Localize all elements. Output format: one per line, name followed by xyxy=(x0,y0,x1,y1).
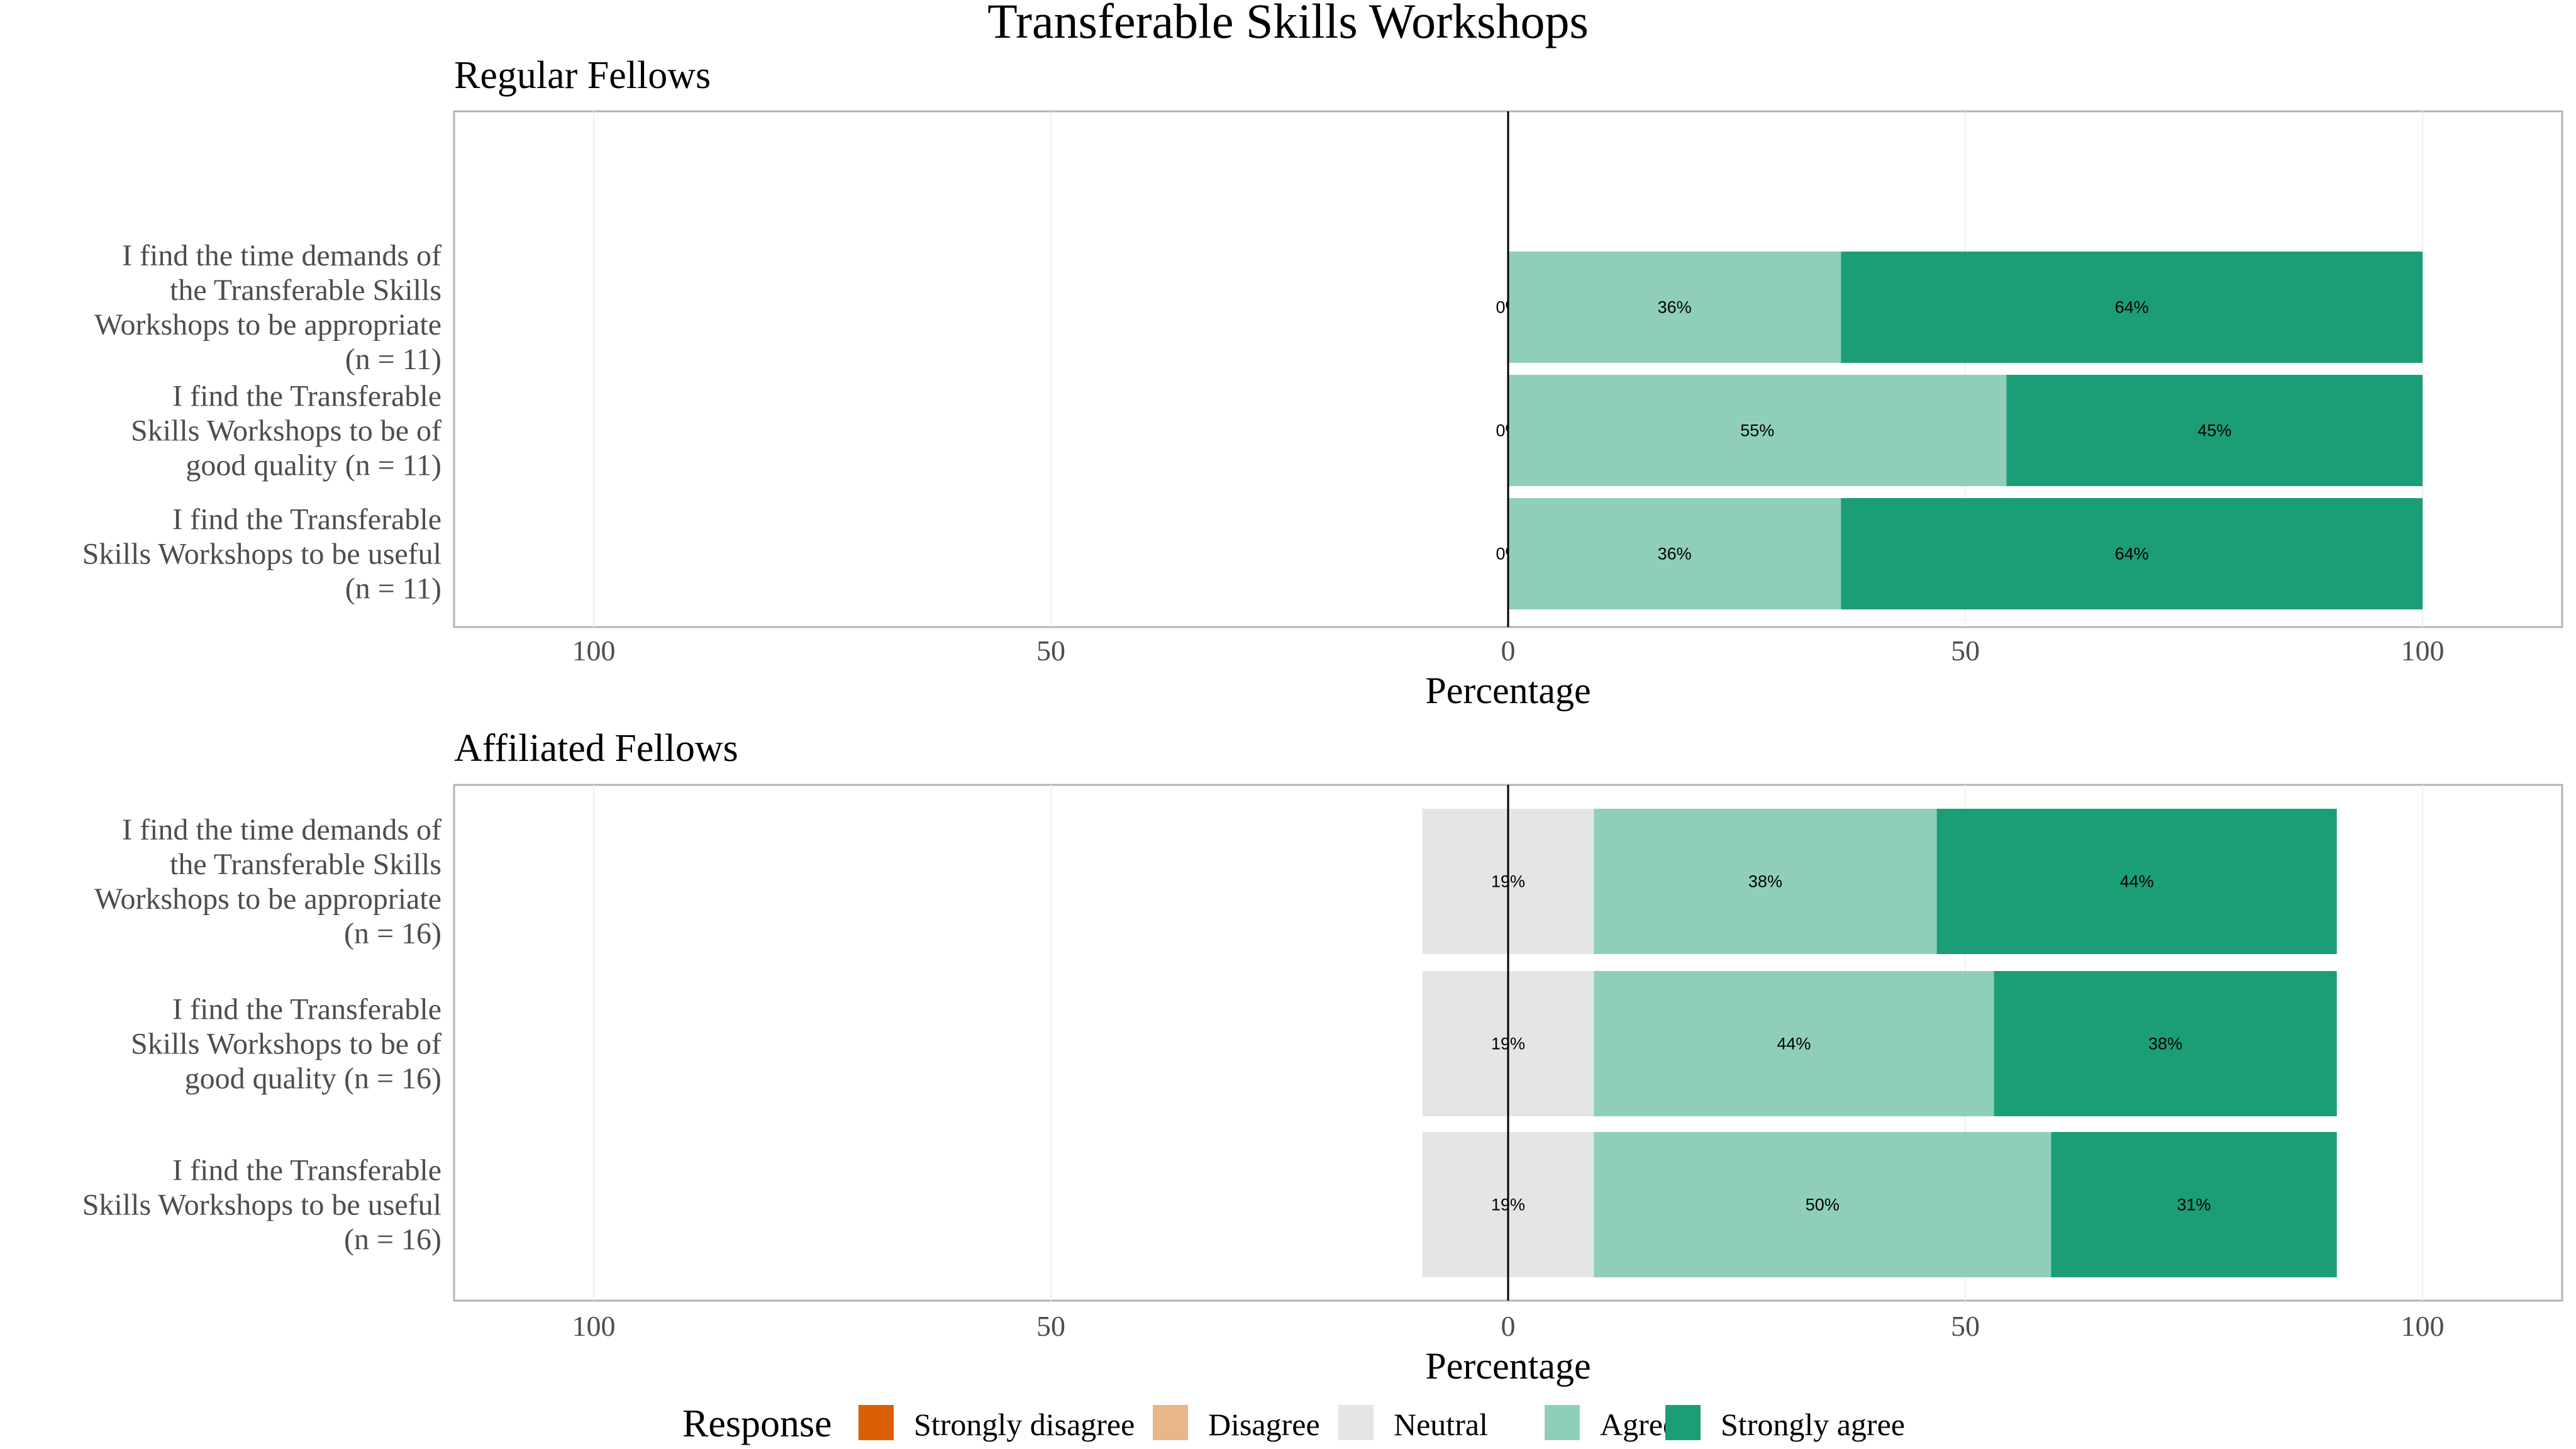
category-label-line: I find the Transferable xyxy=(172,993,441,1026)
legend-key xyxy=(1545,1405,1580,1440)
category-label-line: Skills Workshops to be of xyxy=(131,1028,441,1061)
bar-strongly-agree xyxy=(1841,498,2423,609)
bar-strongly-agree xyxy=(1841,252,2423,363)
data-label: 38% xyxy=(2148,1035,2182,1053)
bar-agree xyxy=(1594,809,1937,954)
legend-key xyxy=(1338,1405,1374,1440)
category-label: I find the time demands of the Transferab… xyxy=(94,813,441,950)
tick-label: 50 xyxy=(1036,1310,1065,1342)
tick-label: 50 xyxy=(1951,1310,1980,1342)
chart-panels: Regular Fellows0%36%64%I find the time d… xyxy=(82,54,2563,1387)
legend-item: Strongly agree xyxy=(1665,1405,1905,1442)
tick-label: 100 xyxy=(572,635,616,667)
category-label-line: good quality (n = 16) xyxy=(185,1062,441,1096)
data-label: 38% xyxy=(1748,872,1782,891)
legend-label: Disagree xyxy=(1208,1407,1320,1442)
bar-agree xyxy=(1508,252,1841,363)
category-label-line: (n = 11) xyxy=(345,572,441,606)
x-axis-label: Percentage xyxy=(1425,1345,1591,1387)
legend-key xyxy=(858,1405,894,1440)
category-label: I find the time demands of the Transferab… xyxy=(94,239,441,376)
panel-title: Affiliated Fellows xyxy=(454,727,738,770)
category-label-line: (n = 16) xyxy=(344,917,441,950)
data-label: 31% xyxy=(2177,1196,2211,1214)
bar-agree xyxy=(1508,498,1841,609)
legend: Response Strongly disagree Disagree Neutral… xyxy=(682,1402,1905,1445)
legend-item: Agree xyxy=(1545,1405,1677,1442)
category-label-line: I find the Transferable xyxy=(172,503,441,536)
legend-label: Strongly agree xyxy=(1721,1407,1905,1442)
chart-title: Transferable Skills Workshops xyxy=(987,0,1589,48)
bar-strongly-agree xyxy=(2006,375,2423,486)
data-label: 50% xyxy=(1806,1196,1840,1214)
panel-0: Regular Fellows0%36%64%I find the time d… xyxy=(82,54,2563,711)
category-label-line: I find the time demands of xyxy=(122,813,441,847)
legend-item: Strongly disagree xyxy=(858,1405,1135,1442)
bar-strongly-agree xyxy=(1994,971,2337,1116)
tick-label: 0 xyxy=(1501,1310,1516,1342)
category-label-line: (n = 16) xyxy=(344,1223,441,1257)
data-label: 36% xyxy=(1658,545,1692,564)
tick-label: 0 xyxy=(1501,635,1516,667)
category-label-line: good quality (n = 11) xyxy=(186,449,441,482)
bar-agree xyxy=(1594,1132,2051,1277)
tick-label: 100 xyxy=(572,1310,616,1342)
category-label-line: Skills Workshops to be useful xyxy=(82,538,441,571)
category-label-line: the Transferable Skills xyxy=(170,274,441,307)
bar-agree xyxy=(1508,375,2007,486)
category-label: I find the Transferable Skills Workshops … xyxy=(131,380,441,482)
category-label-line: I find the Transferable xyxy=(172,1154,441,1187)
tick-label: 100 xyxy=(2401,635,2445,667)
category-label: I find the Transferable Skills Workshops … xyxy=(82,503,441,606)
category-label-line: I find the time demands of xyxy=(122,239,441,272)
data-label: 44% xyxy=(1777,1035,1811,1053)
category-label: I find the Transferable Skills Workshops … xyxy=(82,1154,441,1257)
panel-title: Regular Fellows xyxy=(454,54,711,97)
legend-label: Neutral xyxy=(1394,1407,1488,1442)
tick-label: 100 xyxy=(2401,1310,2445,1342)
data-label: 36% xyxy=(1658,298,1692,317)
legend-item: Neutral xyxy=(1338,1405,1488,1442)
tick-label: 50 xyxy=(1036,635,1065,667)
legend-key xyxy=(1665,1405,1701,1440)
category-label-line: Workshops to be appropriate xyxy=(94,882,441,916)
category-label-line: Skills Workshops to be of xyxy=(131,414,441,448)
legend-item: Disagree xyxy=(1153,1405,1320,1442)
data-label: 64% xyxy=(2115,298,2149,317)
tick-label: 50 xyxy=(1951,635,1980,667)
legend-label: Strongly disagree xyxy=(914,1407,1135,1442)
category-label-line: the Transferable Skills xyxy=(170,848,441,881)
category-label-line: Workshops to be appropriate xyxy=(94,308,441,341)
x-axis-label: Percentage xyxy=(1425,670,1591,711)
bar-strongly-agree xyxy=(2051,1132,2337,1277)
legend-label: Agree xyxy=(1600,1407,1677,1442)
legend-key xyxy=(1153,1405,1188,1440)
data-label: 55% xyxy=(1740,421,1774,440)
category-label-line: (n = 11) xyxy=(345,343,441,376)
data-label: 45% xyxy=(2197,421,2231,440)
bar-strongly-agree xyxy=(1936,809,2337,954)
data-label: 44% xyxy=(2120,872,2154,891)
bar-agree xyxy=(1594,971,1994,1116)
legend-title: Response xyxy=(682,1402,832,1445)
category-label: I find the Transferable Skills Workshops … xyxy=(131,993,441,1096)
category-label-line: I find the Transferable xyxy=(172,380,441,413)
data-label: 64% xyxy=(2115,545,2149,564)
category-label-line: Skills Workshops to be useful xyxy=(82,1189,441,1222)
